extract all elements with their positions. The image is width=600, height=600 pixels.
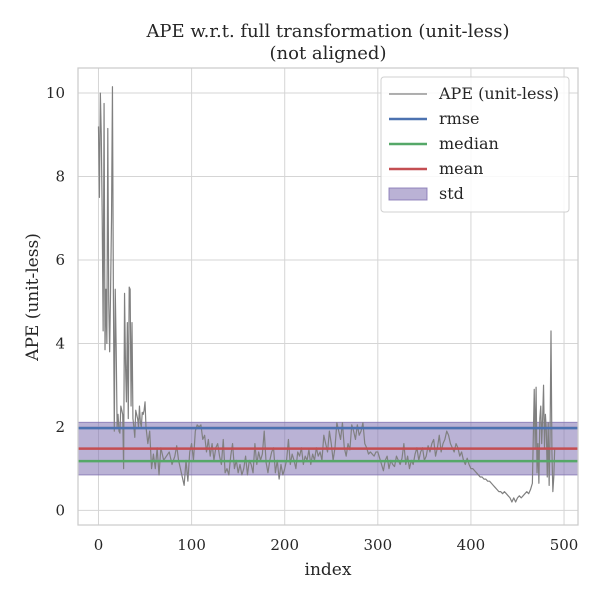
legend: APE (unit-less) rmse median mean std (380, 76, 570, 213)
y-axis-label: APE (unit-less) (23, 233, 43, 362)
x-tick-label: 100 (177, 536, 206, 554)
x-tick-label: 300 (363, 536, 392, 554)
chart-title: APE w.r.t. full transformation (unit-les… (145, 21, 509, 42)
chart-subtitle: (not aligned) (270, 43, 387, 64)
legend-label: std (439, 184, 464, 203)
y-tick-label: 0 (55, 501, 65, 519)
series-layer (97, 86, 556, 503)
y-tick-label: 4 (55, 334, 65, 352)
y-tick-labels: 0 2 4 6 8 10 (46, 84, 65, 519)
legend-label: mean (439, 159, 483, 178)
x-tick-labels: 0 100 200 300 400 500 (94, 536, 579, 554)
x-tick-label: 400 (457, 536, 486, 554)
x-tick-label: 0 (94, 536, 104, 554)
legend-swatch-std (388, 187, 428, 201)
x-tick-label: 500 (550, 536, 579, 554)
y-tick-label: 2 (55, 418, 65, 436)
legend-box (380, 76, 570, 213)
y-tick-label: 8 (55, 168, 65, 186)
x-tick-label: 200 (270, 536, 299, 554)
legend-label: median (439, 134, 499, 153)
legend-label: rmse (439, 109, 480, 128)
statistic-lines (78, 426, 578, 463)
x-axis-label: index (305, 560, 352, 580)
y-tick-label: 6 (55, 251, 65, 269)
ape-series-line (97, 86, 556, 503)
plot-frame (77, 67, 579, 526)
y-tick-label: 10 (46, 84, 65, 102)
legend-label: APE (unit-less) (438, 84, 559, 103)
